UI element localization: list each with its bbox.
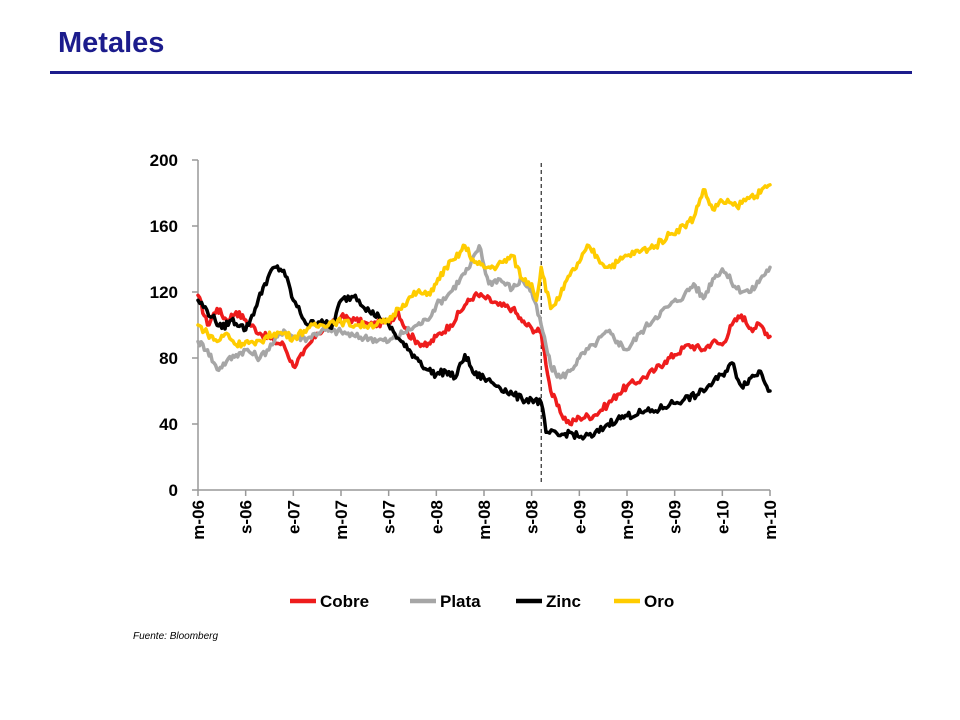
- series-line-oro: [196, 183, 772, 349]
- y-tick-label: 80: [159, 349, 178, 368]
- x-tick-label: s-06: [237, 500, 256, 534]
- series-layer: [196, 183, 772, 441]
- page-title: Metales: [58, 27, 165, 59]
- x-tick-label: e-09: [570, 500, 589, 534]
- x-tick-label: s-08: [523, 500, 542, 534]
- x-tick-label: m-10: [761, 500, 780, 540]
- title-rule: [50, 71, 912, 74]
- x-tick-label: m-09: [618, 500, 637, 540]
- x-tick-label: s-07: [380, 500, 399, 534]
- x-tick-label: s-09: [666, 500, 685, 534]
- y-tick-label: 0: [169, 481, 178, 500]
- x-tick-label: m-08: [475, 500, 494, 540]
- legend-label-cobre: Cobre: [320, 592, 369, 611]
- chart-legend: Cobre Plata Zinc Oro: [290, 592, 674, 611]
- legend-label-oro: Oro: [644, 592, 674, 611]
- y-tick-label: 200: [150, 151, 178, 170]
- y-tick-label: 160: [150, 217, 178, 236]
- y-tick-label: 120: [150, 283, 178, 302]
- chart-axes: 0 40 80 120 160 200 m-06 s-06 e-07 m-07 s-07 e-08 m-…: [150, 151, 780, 540]
- x-tick-label: e-07: [284, 500, 303, 534]
- legend-label-zinc: Zinc: [546, 592, 581, 611]
- series-line-zinc: [196, 264, 772, 441]
- source-note: Fuente: Bloomberg: [133, 631, 219, 642]
- y-tick-label: 40: [159, 415, 178, 434]
- x-tick-label: m-06: [189, 500, 208, 540]
- series-line-plata: [196, 244, 772, 380]
- legend-label-plata: Plata: [440, 592, 481, 611]
- x-tick-label: e-10: [713, 500, 732, 534]
- x-tick-label: m-07: [332, 500, 351, 540]
- series-line-cobre: [196, 291, 772, 427]
- x-tick-label: e-08: [427, 500, 446, 534]
